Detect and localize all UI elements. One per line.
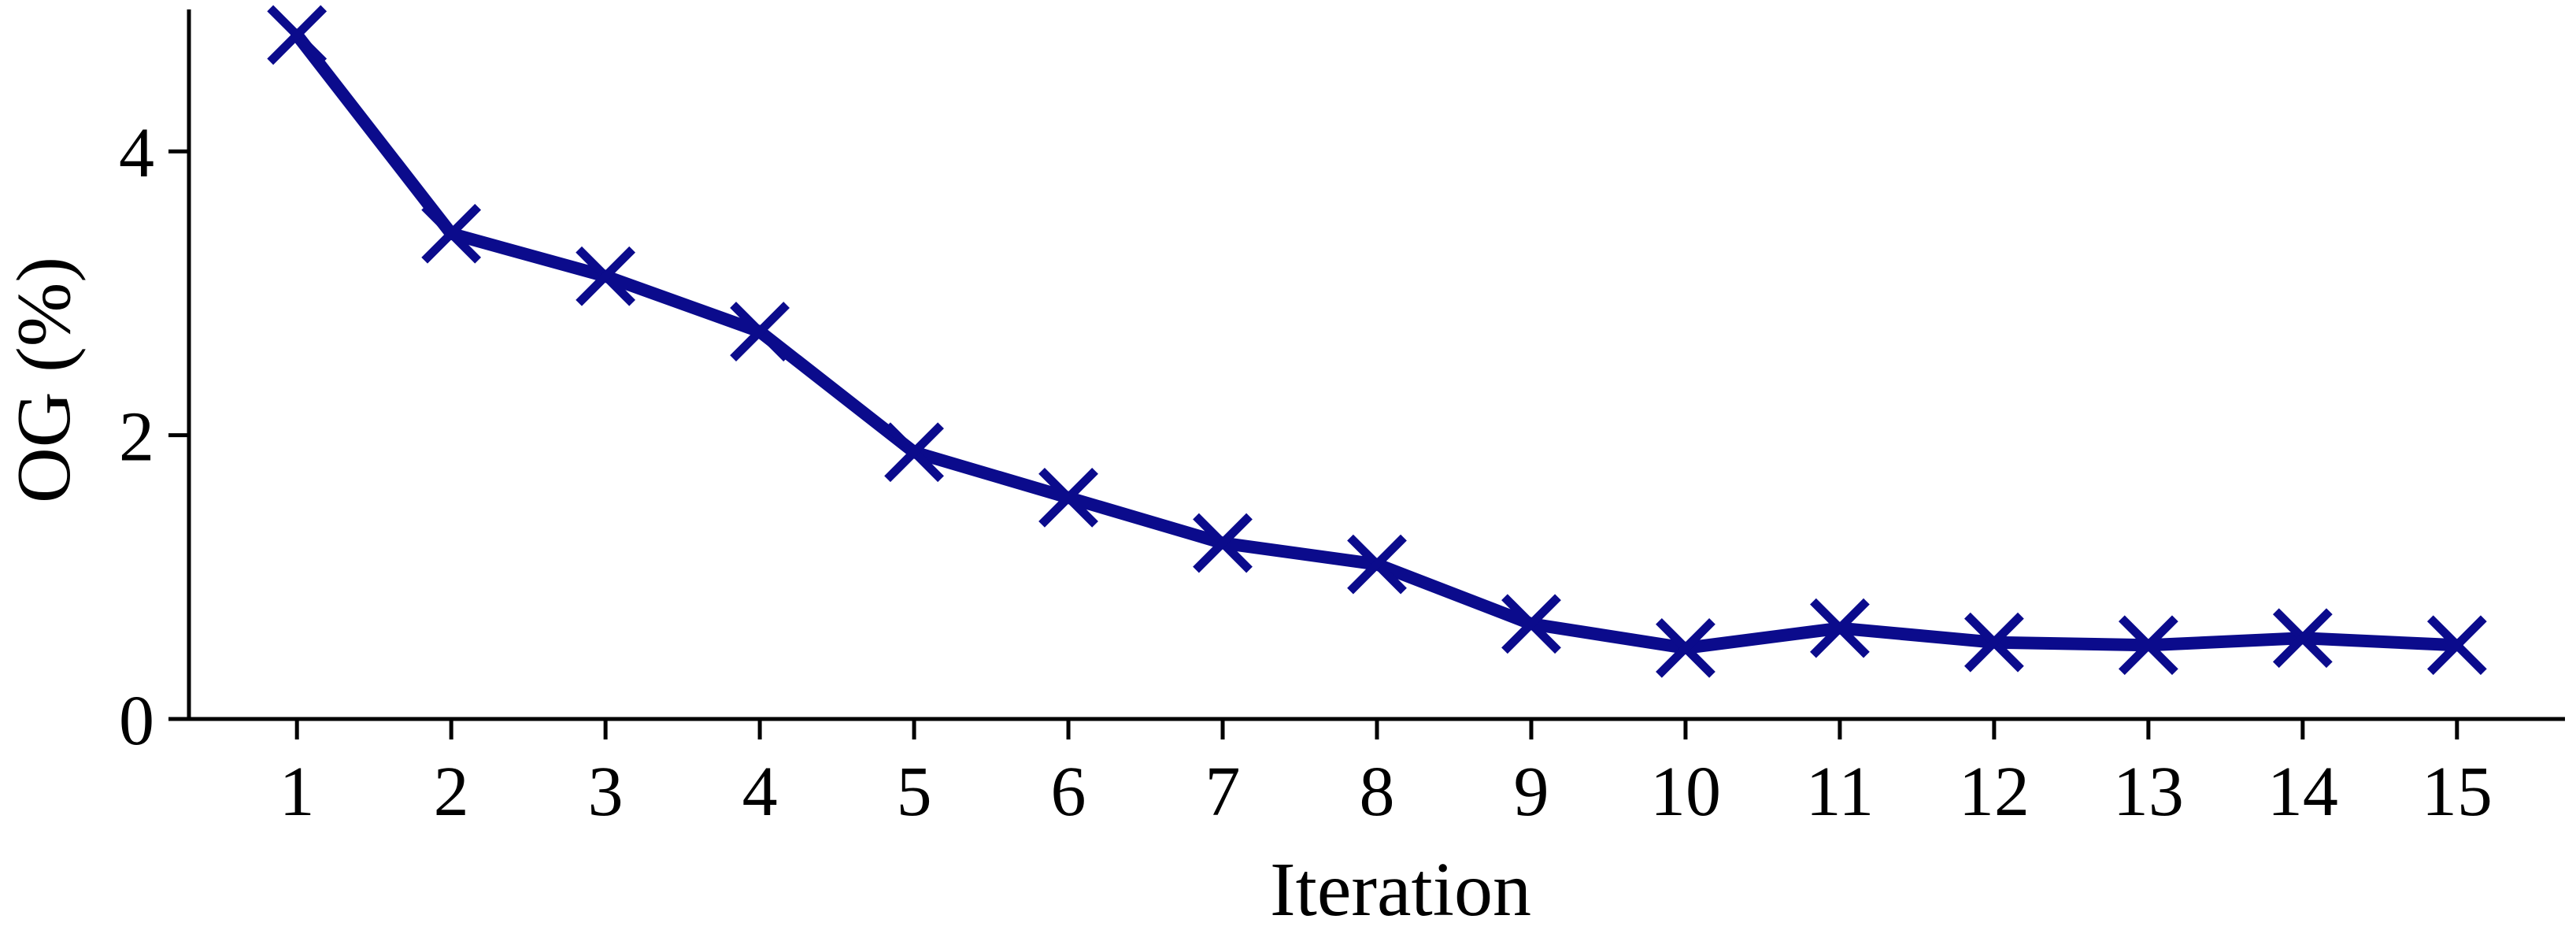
data-point-x-marker [267,5,328,65]
x-tick-label: 7 [1205,753,1241,831]
x-tick-label: 6 [1051,753,1086,831]
x-tick-label: 10 [1650,753,1721,831]
data-point-x-marker [884,422,944,483]
data-point-x-marker [2426,615,2487,676]
data-point-x-marker [1656,618,1715,678]
axes [187,9,2565,721]
data-point-x-marker [1038,467,1098,528]
x-tick-label: 8 [1360,753,1395,831]
y-axis-label: OG (%) [2,257,87,503]
x-axis-label: Iteration [1270,847,1531,932]
data-point-x-marker [576,246,636,306]
y-tick-label: 0 [119,682,154,760]
x-tick-label: 12 [1959,753,2030,831]
x-tick-label: 5 [897,753,932,831]
data-point-x-marker [1501,594,1561,654]
data-point-x-marker [2272,608,2333,669]
x-tick-label: 1 [279,753,315,831]
data-point-x-marker [2118,615,2178,676]
data-point-x-marker [1810,598,1870,658]
data-point-x-marker [1964,612,2024,673]
x-tick-label: 14 [2267,753,2338,831]
series [267,5,2487,678]
axis-labels: Iteration OG (%) [2,257,1531,932]
x-tick-label: 3 [588,753,624,831]
x-tick-label: 13 [2113,753,2184,831]
data-point-x-marker [421,203,482,264]
data-point-x-marker [730,302,790,361]
data-point-x-marker [1347,534,1407,595]
data-point-x-marker [1193,513,1253,573]
x-tick-label: 4 [742,753,778,831]
series-line [291,28,2463,654]
y-tick-label: 2 [119,398,154,476]
x-tick-label: 11 [1806,753,1875,831]
x-tick-label: 9 [1513,753,1549,831]
x-tick-label: 15 [2422,753,2493,831]
x-tick-label: 2 [434,753,469,831]
y-tick-label: 4 [119,114,154,192]
